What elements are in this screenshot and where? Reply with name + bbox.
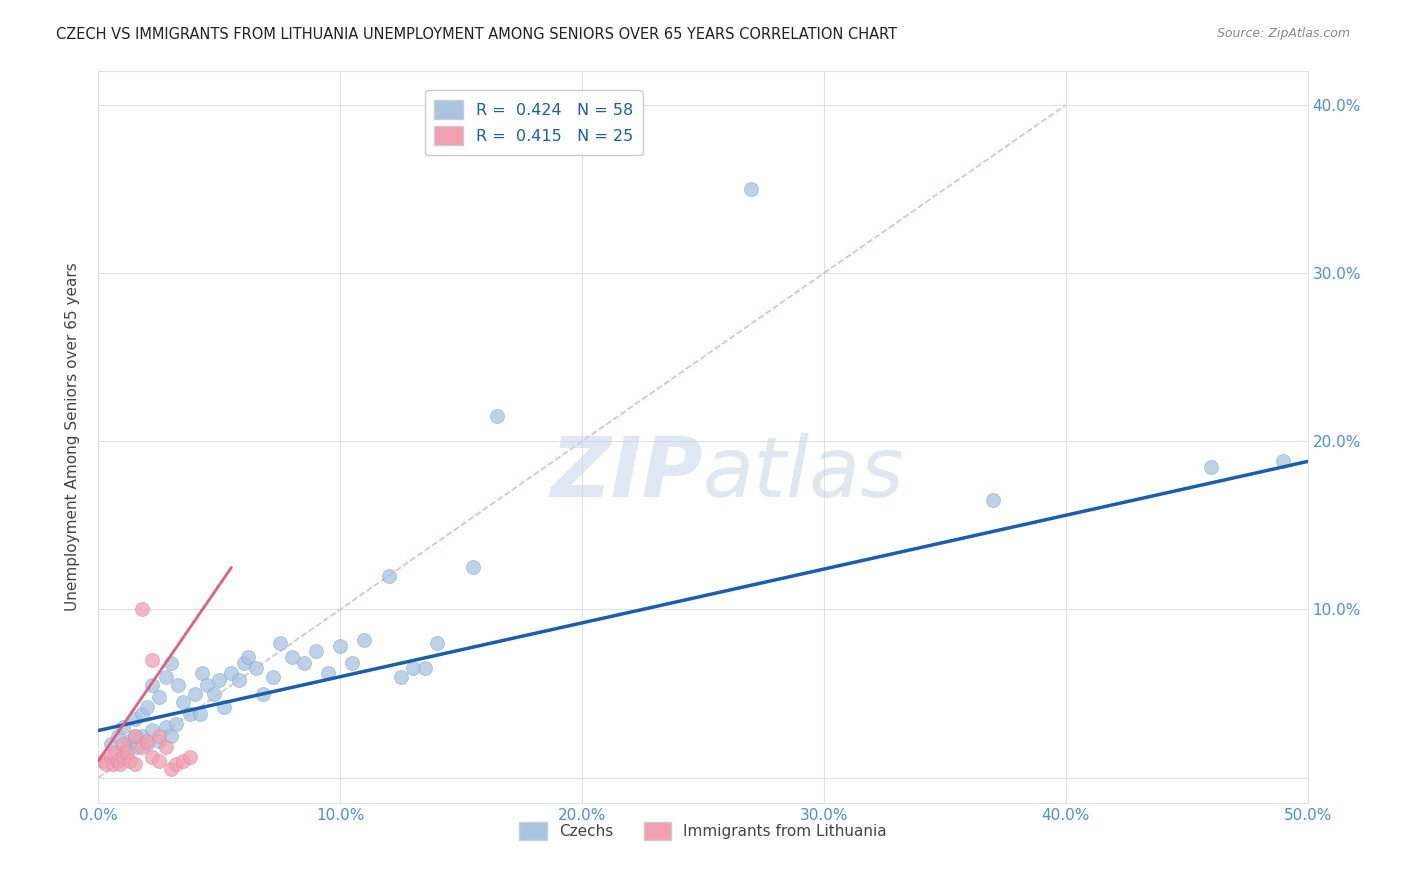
Point	[148, 754, 170, 768]
Point	[329, 640, 352, 654]
Point	[160, 729, 183, 743]
Point	[155, 740, 177, 755]
Point	[117, 740, 139, 755]
Point	[232, 657, 254, 671]
Point	[281, 649, 304, 664]
Point	[111, 737, 134, 751]
Point	[221, 666, 243, 681]
Point	[148, 729, 170, 743]
Text: ZIP: ZIP	[550, 434, 703, 514]
Point	[402, 661, 425, 675]
Point	[179, 706, 201, 721]
Point	[155, 720, 177, 734]
Point	[131, 706, 153, 721]
Point	[141, 653, 163, 667]
Point	[179, 750, 201, 764]
Legend: Czechs, Immigrants from Lithuania: Czechs, Immigrants from Lithuania	[513, 815, 893, 847]
Point	[172, 695, 194, 709]
Point	[91, 754, 114, 768]
Point	[981, 493, 1004, 508]
Point	[305, 644, 328, 658]
Point	[262, 670, 284, 684]
Point	[117, 745, 139, 759]
Point	[228, 673, 250, 687]
Point	[124, 757, 146, 772]
Point	[184, 686, 207, 700]
Point	[111, 745, 134, 759]
Point	[107, 729, 129, 743]
Point	[155, 670, 177, 684]
Text: atlas: atlas	[703, 434, 904, 514]
Point	[245, 661, 267, 675]
Point	[135, 700, 157, 714]
Point	[148, 733, 170, 747]
Point	[135, 737, 157, 751]
Point	[148, 690, 170, 704]
Point	[316, 666, 339, 681]
Point	[124, 729, 146, 743]
Point	[165, 757, 187, 772]
Point	[111, 720, 134, 734]
Point	[1272, 454, 1295, 468]
Point	[292, 657, 315, 671]
Point	[141, 678, 163, 692]
Point	[160, 762, 183, 776]
Point	[94, 757, 117, 772]
Point	[124, 729, 146, 743]
Point	[212, 700, 235, 714]
Point	[165, 716, 187, 731]
Point	[389, 670, 412, 684]
Point	[127, 740, 149, 755]
Point	[108, 757, 131, 772]
Point	[204, 686, 226, 700]
Point	[486, 409, 509, 423]
Point	[131, 740, 153, 755]
Point	[135, 733, 157, 747]
Point	[167, 678, 190, 692]
Text: CZECH VS IMMIGRANTS FROM LITHUANIA UNEMPLOYMENT AMONG SENIORS OVER 65 YEARS CORR: CZECH VS IMMIGRANTS FROM LITHUANIA UNEMP…	[56, 27, 897, 42]
Point	[160, 657, 183, 671]
Point	[172, 754, 194, 768]
Point	[413, 661, 436, 675]
Point	[100, 737, 122, 751]
Point	[141, 723, 163, 738]
Point	[100, 750, 122, 764]
Point	[141, 750, 163, 764]
Point	[342, 657, 364, 671]
Point	[269, 636, 291, 650]
Point	[238, 649, 260, 664]
Point	[463, 560, 485, 574]
Point	[208, 673, 231, 687]
Point	[111, 750, 134, 764]
Point	[426, 636, 449, 650]
Point	[188, 706, 211, 721]
Point	[377, 569, 399, 583]
Point	[191, 666, 214, 681]
Point	[131, 729, 153, 743]
Text: Source: ZipAtlas.com: Source: ZipAtlas.com	[1216, 27, 1350, 40]
Point	[740, 182, 762, 196]
Y-axis label: Unemployment Among Seniors over 65 years: Unemployment Among Seniors over 65 years	[65, 263, 80, 611]
Point	[195, 678, 218, 692]
Point	[118, 733, 141, 747]
Point	[1199, 459, 1222, 474]
Point	[252, 686, 274, 700]
Point	[353, 632, 375, 647]
Point	[118, 754, 141, 768]
Point	[101, 757, 124, 772]
Point	[124, 712, 146, 726]
Point	[107, 754, 129, 768]
Point	[131, 602, 153, 616]
Point	[104, 745, 127, 759]
